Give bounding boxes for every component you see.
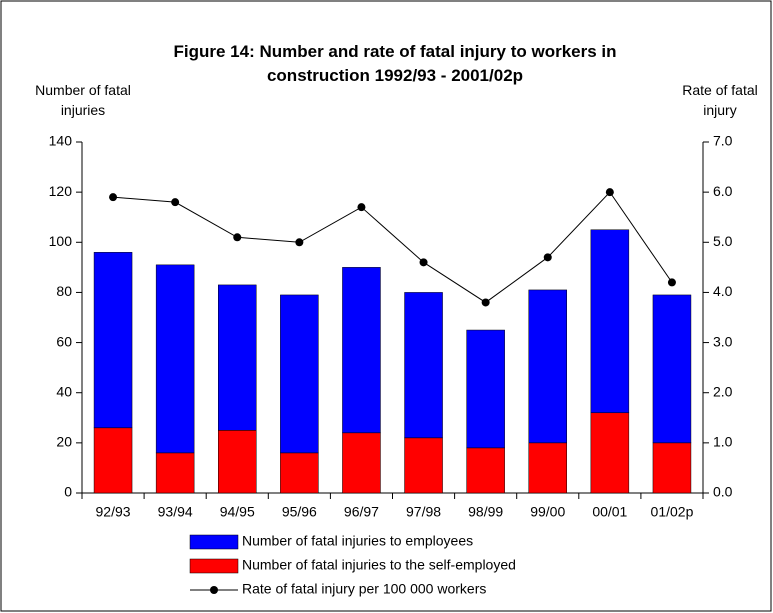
bar bbox=[528, 442, 567, 494]
rate-point bbox=[667, 278, 676, 287]
bar bbox=[466, 329, 505, 449]
bar bbox=[342, 432, 381, 494]
bar bbox=[652, 442, 692, 494]
x-tick-label: 01/02p bbox=[651, 504, 694, 520]
y-tick-label: 120 bbox=[49, 183, 73, 199]
y2-tick-label: 1.0 bbox=[713, 434, 733, 450]
chart-title: Figure 14: Number and rate of fatal inju… bbox=[173, 42, 617, 85]
x-tick-label: 92/93 bbox=[96, 504, 131, 520]
legend-label: Number of fatal injuries to employees bbox=[242, 533, 473, 549]
y-tick-label: 0 bbox=[64, 484, 72, 500]
x-tick-label: 93/94 bbox=[158, 504, 193, 520]
y-tick-label: 20 bbox=[56, 434, 72, 450]
legend-dot bbox=[210, 586, 218, 594]
legend-swatch bbox=[189, 558, 239, 574]
x-tick-label: 95/96 bbox=[282, 504, 317, 520]
y-axis-label: Number of fatal injuries bbox=[35, 82, 131, 118]
legend-label: Rate of fatal injury per 100 000 workers bbox=[242, 581, 486, 597]
rate-line bbox=[113, 191, 673, 304]
x-tick-label: 96/97 bbox=[344, 504, 379, 520]
y2-tick-label: 2.0 bbox=[713, 383, 733, 399]
bar bbox=[93, 427, 133, 494]
legend-swatch bbox=[189, 534, 239, 550]
y2-axis-label: Rate of fatal injury bbox=[682, 82, 758, 118]
y-tick-label: 80 bbox=[56, 283, 72, 299]
bar bbox=[404, 292, 443, 439]
bar bbox=[652, 294, 692, 444]
bar bbox=[93, 252, 133, 429]
bar bbox=[280, 452, 319, 494]
bar bbox=[528, 289, 567, 444]
y-tick-label: 140 bbox=[49, 133, 73, 149]
x-tick-label: 98/99 bbox=[468, 504, 503, 520]
bar bbox=[155, 264, 195, 454]
x-tick-label: 00/01 bbox=[592, 504, 627, 520]
y-tick-label: 60 bbox=[56, 333, 72, 349]
bar bbox=[590, 229, 630, 414]
bar bbox=[280, 294, 319, 454]
legend-label: Number of fatal injuries to the self-emp… bbox=[242, 557, 516, 573]
y2-tick-label: 6.0 bbox=[713, 183, 733, 199]
y2-tick-label: 5.0 bbox=[713, 233, 733, 249]
y2-tick-label: 4.0 bbox=[713, 283, 733, 299]
rate-point bbox=[481, 298, 490, 307]
x-tick-label: 94/95 bbox=[220, 504, 255, 520]
rate-point bbox=[605, 188, 614, 197]
bar bbox=[342, 267, 381, 434]
rate-point bbox=[109, 193, 118, 202]
y2-tick-label: 7.0 bbox=[713, 133, 733, 149]
bar bbox=[590, 412, 630, 494]
x-tick-label: 97/98 bbox=[406, 504, 441, 520]
y-tick-label: 100 bbox=[49, 233, 73, 249]
bar bbox=[218, 430, 257, 494]
rate-point bbox=[419, 258, 428, 267]
rate-point bbox=[357, 203, 366, 212]
bar bbox=[155, 452, 195, 494]
bar bbox=[466, 447, 505, 494]
rate-point bbox=[543, 253, 552, 262]
rate-point bbox=[171, 198, 180, 207]
y2-tick-label: 0.0 bbox=[713, 484, 733, 500]
rate-point bbox=[233, 233, 242, 242]
bar bbox=[404, 437, 443, 494]
rate-point bbox=[295, 238, 304, 247]
bar bbox=[218, 284, 257, 431]
y-tick-label: 40 bbox=[56, 383, 72, 399]
x-tick-label: 99/00 bbox=[530, 504, 565, 520]
y2-tick-label: 3.0 bbox=[713, 333, 733, 349]
